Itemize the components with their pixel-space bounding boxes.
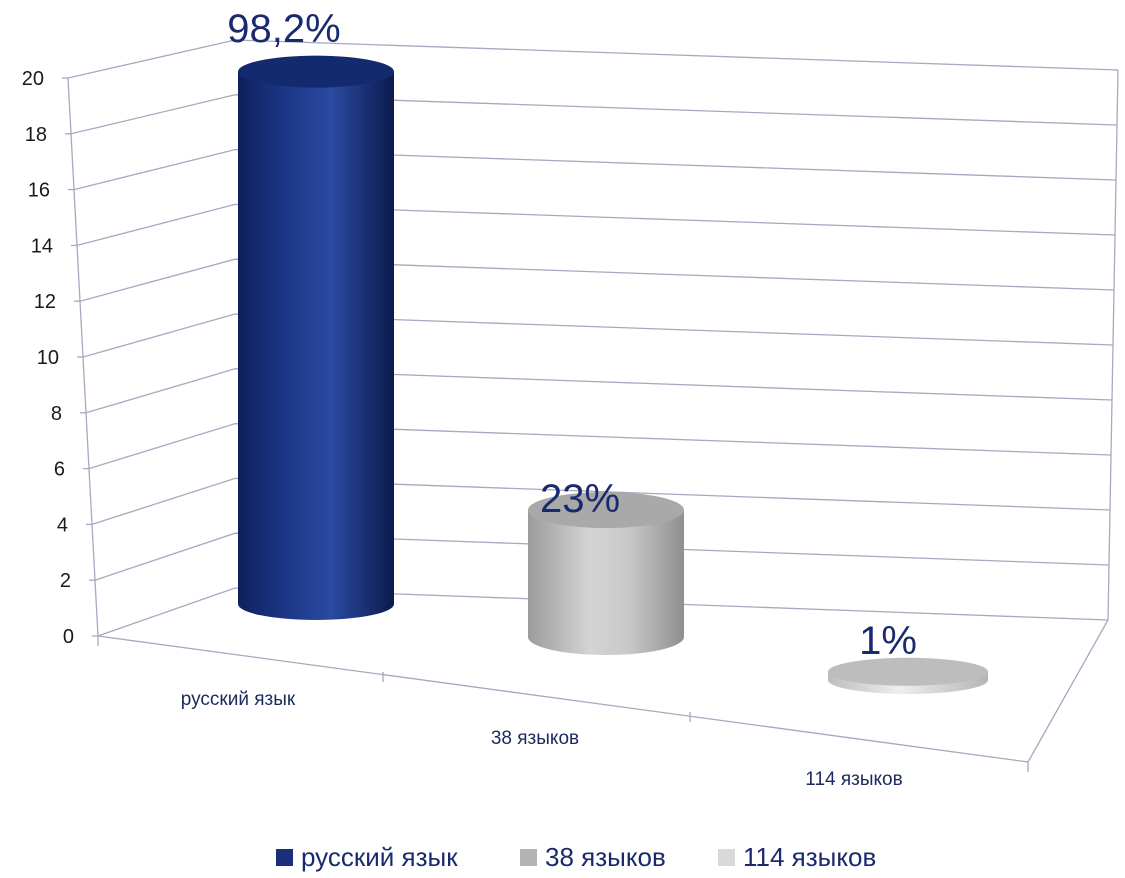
y-tick-label: 4 (57, 514, 68, 536)
gridline (76, 203, 1116, 247)
legend-swatch (276, 849, 293, 866)
legend-item: 38 языков (520, 842, 666, 872)
gridline (82, 313, 1114, 358)
y-tick-label: 18 (25, 124, 47, 146)
y-tick-label: 14 (31, 235, 53, 257)
back-wall-edge (1107, 69, 1119, 621)
bars (238, 55, 988, 694)
data-label: 23% (540, 477, 620, 521)
bar-body (528, 510, 684, 655)
gridline (79, 258, 1115, 302)
y-tick-label: 10 (37, 347, 59, 369)
x-tick-label: русский язык (181, 689, 296, 710)
y-tick-label: 12 (34, 291, 56, 313)
axes: 0 2 4 6 8 10 12 14 16 18 20 (22, 39, 1119, 772)
x-tick-label: 114 языков (805, 769, 902, 790)
bar-top (528, 492, 684, 529)
y-tick-label: 20 (22, 68, 44, 90)
y-tick-label: 8 (51, 403, 62, 425)
gridline (73, 148, 1117, 191)
legend-label: 38 языков (545, 842, 666, 872)
bar-1 (238, 55, 394, 620)
bar-3 (828, 657, 988, 694)
y-tick-label: 6 (54, 459, 65, 481)
gridline (91, 477, 1111, 526)
y-tick-label: 16 (28, 180, 50, 202)
gridline (67, 39, 1119, 79)
gridline (94, 532, 1110, 581)
data-label: 1% (859, 619, 917, 663)
legend-item: 114 языков (718, 842, 876, 872)
legend-item: русский язык (276, 842, 458, 872)
gridline (97, 587, 1109, 637)
x-tick-label: 38 языков (491, 728, 579, 749)
y-tick-label: 0 (63, 626, 74, 648)
bar-body (238, 71, 394, 620)
bar-top (238, 55, 394, 88)
data-label: 98,2% (227, 7, 340, 51)
legend-swatch (718, 849, 735, 866)
y-tick-label: 2 (60, 570, 71, 592)
legend-label: русский язык (301, 842, 458, 872)
y-axis-line (67, 77, 99, 637)
gridline (85, 368, 1113, 414)
labels: русский язык 38 языков 114 языков 98,2% 23% 1… (181, 7, 917, 790)
bar-2 (528, 492, 684, 655)
bar-top (828, 657, 988, 686)
legend: русский язык 38 языков 114 языков (276, 842, 876, 872)
legend-label: 114 языков (743, 842, 876, 872)
gridline (88, 422, 1112, 470)
gridline (70, 94, 1118, 135)
legend-swatch (520, 849, 537, 866)
